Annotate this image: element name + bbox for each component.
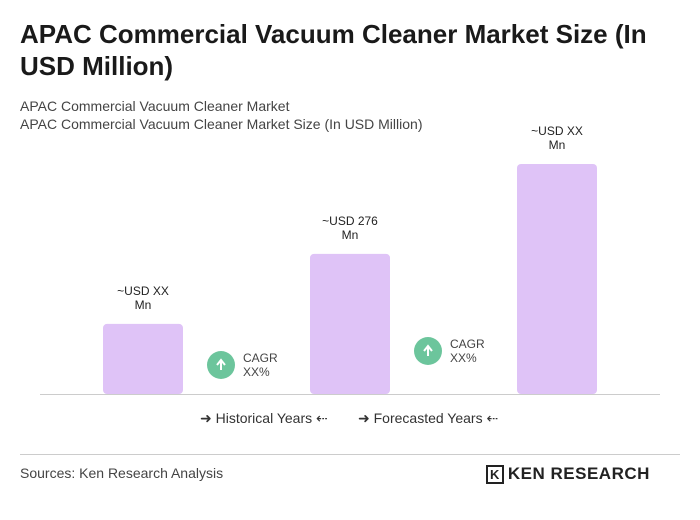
subtitle: APAC Commercial Vacuum Cleaner Market <box>20 98 290 114</box>
cagr-arrow <box>423 344 433 356</box>
arrow: ➜ <box>358 410 370 426</box>
bar <box>310 253 390 394</box>
value-label: ~USD XX Mn <box>117 283 169 312</box>
logo-icon: K <box>486 465 504 484</box>
subtitle: APAC Commercial Vacuum Cleaner Market Si… <box>20 116 423 132</box>
arrow: ⇠ <box>316 410 328 426</box>
logo: K KEN RESEARCH <box>486 464 650 484</box>
cagr-arrow <box>216 358 226 370</box>
value-label: ~USD XX Mn <box>531 124 583 152</box>
source: Sources: Ken Research Analysis <box>20 465 224 481</box>
chart-title: APAC Commercial Vacuum Cleaner Market Si… <box>20 19 647 81</box>
arrow: ➜ <box>200 410 212 426</box>
logo-text: KEN RESEARCH <box>507 464 650 483</box>
legend-item: ➜ Forecasted Years ⇠ <box>358 410 498 427</box>
legend-label: Forecasted Years <box>373 410 483 426</box>
bar <box>103 323 183 394</box>
cagr-label: CAGR XX% <box>450 337 485 365</box>
arrow: ⇠ <box>486 410 499 426</box>
legend-label: Historical Years <box>215 410 313 426</box>
value-label: ~USD 276 Mn <box>322 213 378 242</box>
bar <box>517 164 597 394</box>
legend-item: ➜ Historical Years ⇠ <box>200 410 328 427</box>
cagr-label: CAGR XX% <box>243 351 278 379</box>
